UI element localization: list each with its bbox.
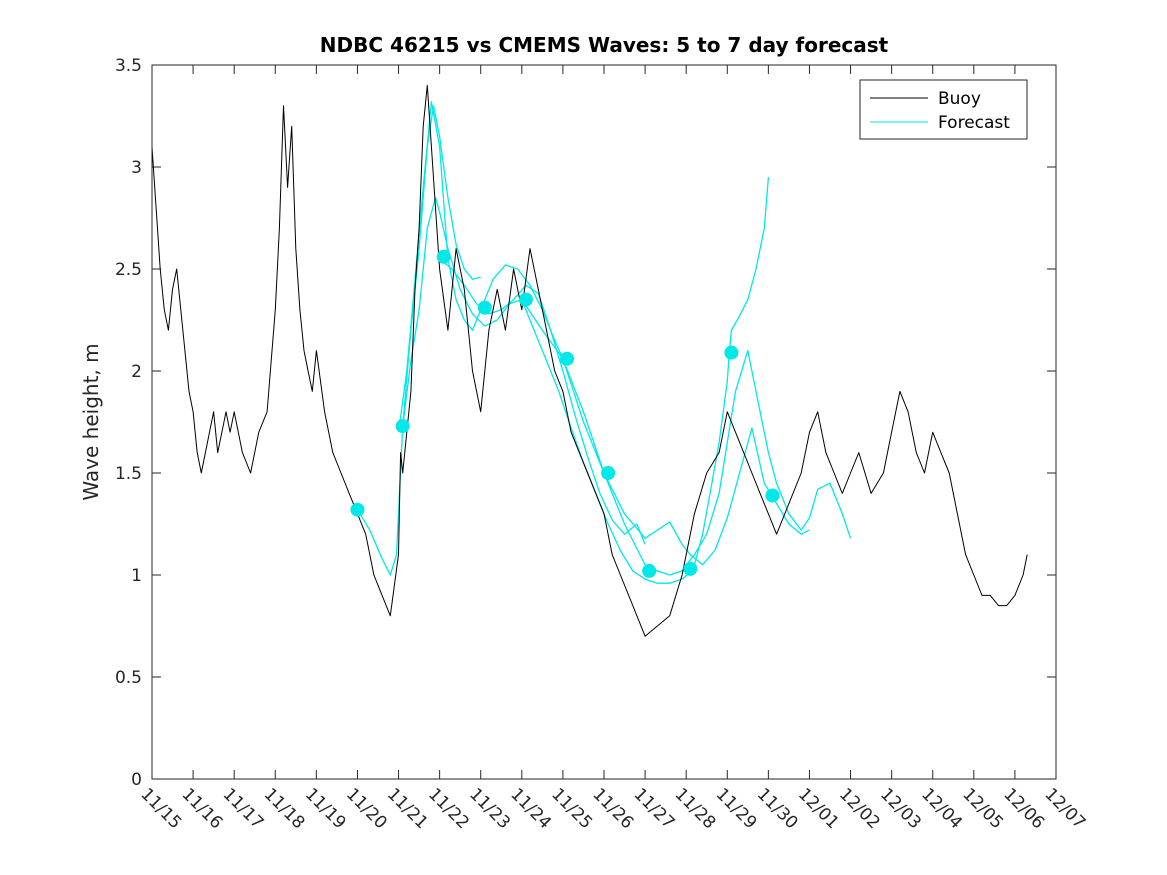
chart-title: NDBC 46215 vs CMEMS Waves: 5 to 7 day fo… [320, 33, 889, 57]
forecast-marker [518, 292, 533, 307]
forecast-marker [765, 488, 780, 503]
forecast-marker [683, 561, 698, 576]
forecast-marker [560, 351, 575, 366]
y-tick-label: 2.5 [115, 260, 142, 280]
legend-box [859, 79, 1028, 140]
plot-frame [151, 64, 1057, 780]
y-tick-label: 1 [131, 566, 142, 586]
series-buoy [151, 84, 1028, 637]
series-forecast-run-1 [356, 105, 481, 576]
forecast-marker [350, 502, 365, 517]
forecast-marker [436, 249, 451, 264]
y-axis-title: Wave height, m [79, 343, 103, 500]
forecast-marker [395, 419, 410, 434]
y-tick-label: 0.5 [115, 668, 142, 688]
y-tick-label: 3 [131, 158, 142, 178]
series-forecast-run-4 [402, 196, 695, 584]
y-tick-label: 1.5 [115, 464, 142, 484]
series-forecast-run-3 [439, 258, 646, 545]
legend-label-buoy: Buoy [938, 89, 981, 109]
legend: Buoy Forecast [859, 79, 1028, 140]
y-tick-label: 3.5 [115, 56, 142, 76]
forecast-marker [601, 466, 616, 480]
forecast-marker [724, 345, 739, 360]
legend-label-forecast: Forecast [938, 113, 1010, 133]
plot-area [152, 65, 1056, 779]
series-forecast-run-6 [562, 349, 852, 576]
forecast-marker [477, 300, 492, 315]
forecast-marker [642, 563, 657, 578]
forecast-markers [350, 249, 780, 578]
y-tick-label: 2 [131, 362, 142, 382]
y-tick-label: 0 [131, 770, 142, 790]
